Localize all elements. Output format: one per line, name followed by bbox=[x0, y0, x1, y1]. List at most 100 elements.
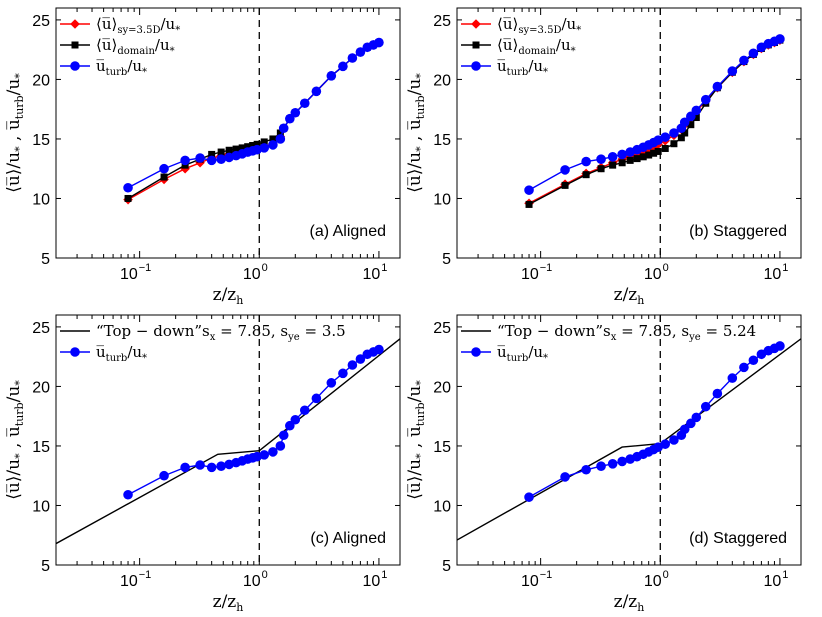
x-tick-label: 10−1 bbox=[521, 262, 552, 283]
data-point bbox=[645, 151, 653, 159]
data-point bbox=[208, 150, 216, 158]
data-point bbox=[669, 435, 679, 445]
y-axis-label: ⟨u̅⟩/u* , u̅turb/u* bbox=[405, 380, 427, 500]
x-tick-label: 101 bbox=[362, 262, 387, 283]
legend-entry: ⟨u̅⟩domain/u* bbox=[96, 36, 175, 57]
plot-frame bbox=[456, 314, 802, 566]
data-point bbox=[560, 165, 570, 175]
data-point bbox=[617, 456, 627, 467]
data-point bbox=[712, 81, 723, 92]
series-group bbox=[56, 338, 400, 545]
data-point bbox=[123, 489, 133, 500]
data-point bbox=[249, 142, 257, 149]
data-point bbox=[225, 146, 233, 154]
plot-frame bbox=[456, 7, 802, 259]
data-point bbox=[650, 149, 658, 157]
data-point bbox=[278, 123, 289, 134]
data-point bbox=[775, 341, 785, 351]
data-point bbox=[259, 450, 270, 460]
legend-entry: u̅turb/u* bbox=[96, 57, 147, 78]
data-point bbox=[677, 134, 685, 142]
y-tick-label: 10 bbox=[433, 498, 451, 515]
x-tick-label: 101 bbox=[362, 569, 387, 590]
data-point bbox=[748, 48, 759, 59]
data-point bbox=[275, 441, 286, 451]
data-point bbox=[471, 19, 481, 29]
data-point bbox=[195, 153, 205, 163]
y-tick-label: 15 bbox=[32, 439, 50, 456]
data-point bbox=[299, 98, 310, 109]
data-point bbox=[561, 181, 569, 189]
data-point bbox=[374, 344, 384, 355]
data-point bbox=[739, 362, 749, 373]
data-point bbox=[679, 117, 690, 128]
data-point bbox=[609, 161, 617, 169]
data-point bbox=[681, 129, 689, 137]
data-point bbox=[195, 460, 205, 470]
series-group bbox=[457, 338, 801, 541]
data-point bbox=[70, 19, 80, 29]
data-point bbox=[596, 461, 606, 471]
data-point bbox=[748, 355, 759, 366]
data-point bbox=[679, 424, 690, 435]
data-point bbox=[355, 47, 366, 57]
data-point bbox=[180, 155, 190, 166]
data-point bbox=[160, 173, 168, 181]
data-point bbox=[260, 138, 268, 146]
y-tick-label: 25 bbox=[32, 320, 50, 337]
data-point bbox=[712, 388, 723, 399]
panel-label: (b) Staggered bbox=[689, 223, 787, 240]
y-tick-label: 20 bbox=[433, 72, 451, 89]
data-point bbox=[268, 140, 278, 150]
y-tick-label: 10 bbox=[433, 191, 451, 208]
y-tick-label: 15 bbox=[32, 132, 50, 149]
data-point bbox=[691, 105, 702, 116]
data-point bbox=[660, 439, 671, 449]
data-point bbox=[216, 461, 226, 471]
data-point bbox=[290, 414, 301, 425]
x-tick-label: 10−1 bbox=[521, 569, 552, 590]
data-point bbox=[692, 114, 700, 122]
data-point bbox=[633, 155, 641, 163]
data-point bbox=[70, 61, 80, 71]
x-tick-label: 100 bbox=[243, 262, 268, 283]
data-point bbox=[311, 393, 322, 404]
data-point bbox=[670, 140, 678, 148]
series-group bbox=[123, 37, 384, 205]
x-tick-label: 101 bbox=[763, 569, 788, 590]
series-line bbox=[457, 338, 801, 541]
data-point bbox=[338, 61, 348, 72]
x-tick-label: 100 bbox=[644, 569, 669, 590]
y-tick-label: 25 bbox=[433, 320, 451, 337]
data-point bbox=[326, 378, 337, 388]
data-point bbox=[687, 121, 695, 129]
data-point bbox=[278, 430, 289, 441]
data-point bbox=[347, 53, 358, 63]
data-point bbox=[617, 149, 627, 160]
data-point bbox=[691, 412, 702, 423]
legend-entry: “Top − down”sx = 7.85, sye = 5.24 bbox=[497, 322, 756, 343]
data-point bbox=[216, 154, 226, 164]
data-point bbox=[275, 134, 286, 144]
series-line bbox=[56, 338, 400, 545]
data-point bbox=[639, 153, 647, 161]
data-point bbox=[669, 128, 679, 138]
series-group bbox=[524, 34, 785, 209]
panel-1: 5 10 15 20 25 10−1 100 101 (a) Aligned ⟨u̅⟩sy=3.5… bbox=[4, 7, 401, 307]
y-axis-label: ⟨u̅⟩/u* , u̅turb/u* bbox=[405, 73, 427, 193]
data-point bbox=[471, 61, 481, 71]
y-tick-label: 10 bbox=[32, 191, 50, 208]
data-point bbox=[597, 165, 605, 173]
legend-entry: ⟨u̅⟩domain/u* bbox=[497, 36, 576, 57]
panel-label: (d) Staggered bbox=[689, 530, 787, 547]
data-point bbox=[654, 147, 662, 155]
x-axis-label: z/zh bbox=[614, 285, 645, 307]
y-axis-label: ⟨u̅⟩/u* , u̅turb/u* bbox=[4, 380, 26, 500]
legend-entry: “Top − down”sx = 7.85, sye = 3.5 bbox=[96, 322, 346, 343]
data-point bbox=[596, 154, 606, 164]
data-point bbox=[71, 41, 79, 49]
data-point bbox=[355, 354, 366, 364]
data-point bbox=[618, 159, 626, 167]
data-point bbox=[206, 155, 217, 166]
